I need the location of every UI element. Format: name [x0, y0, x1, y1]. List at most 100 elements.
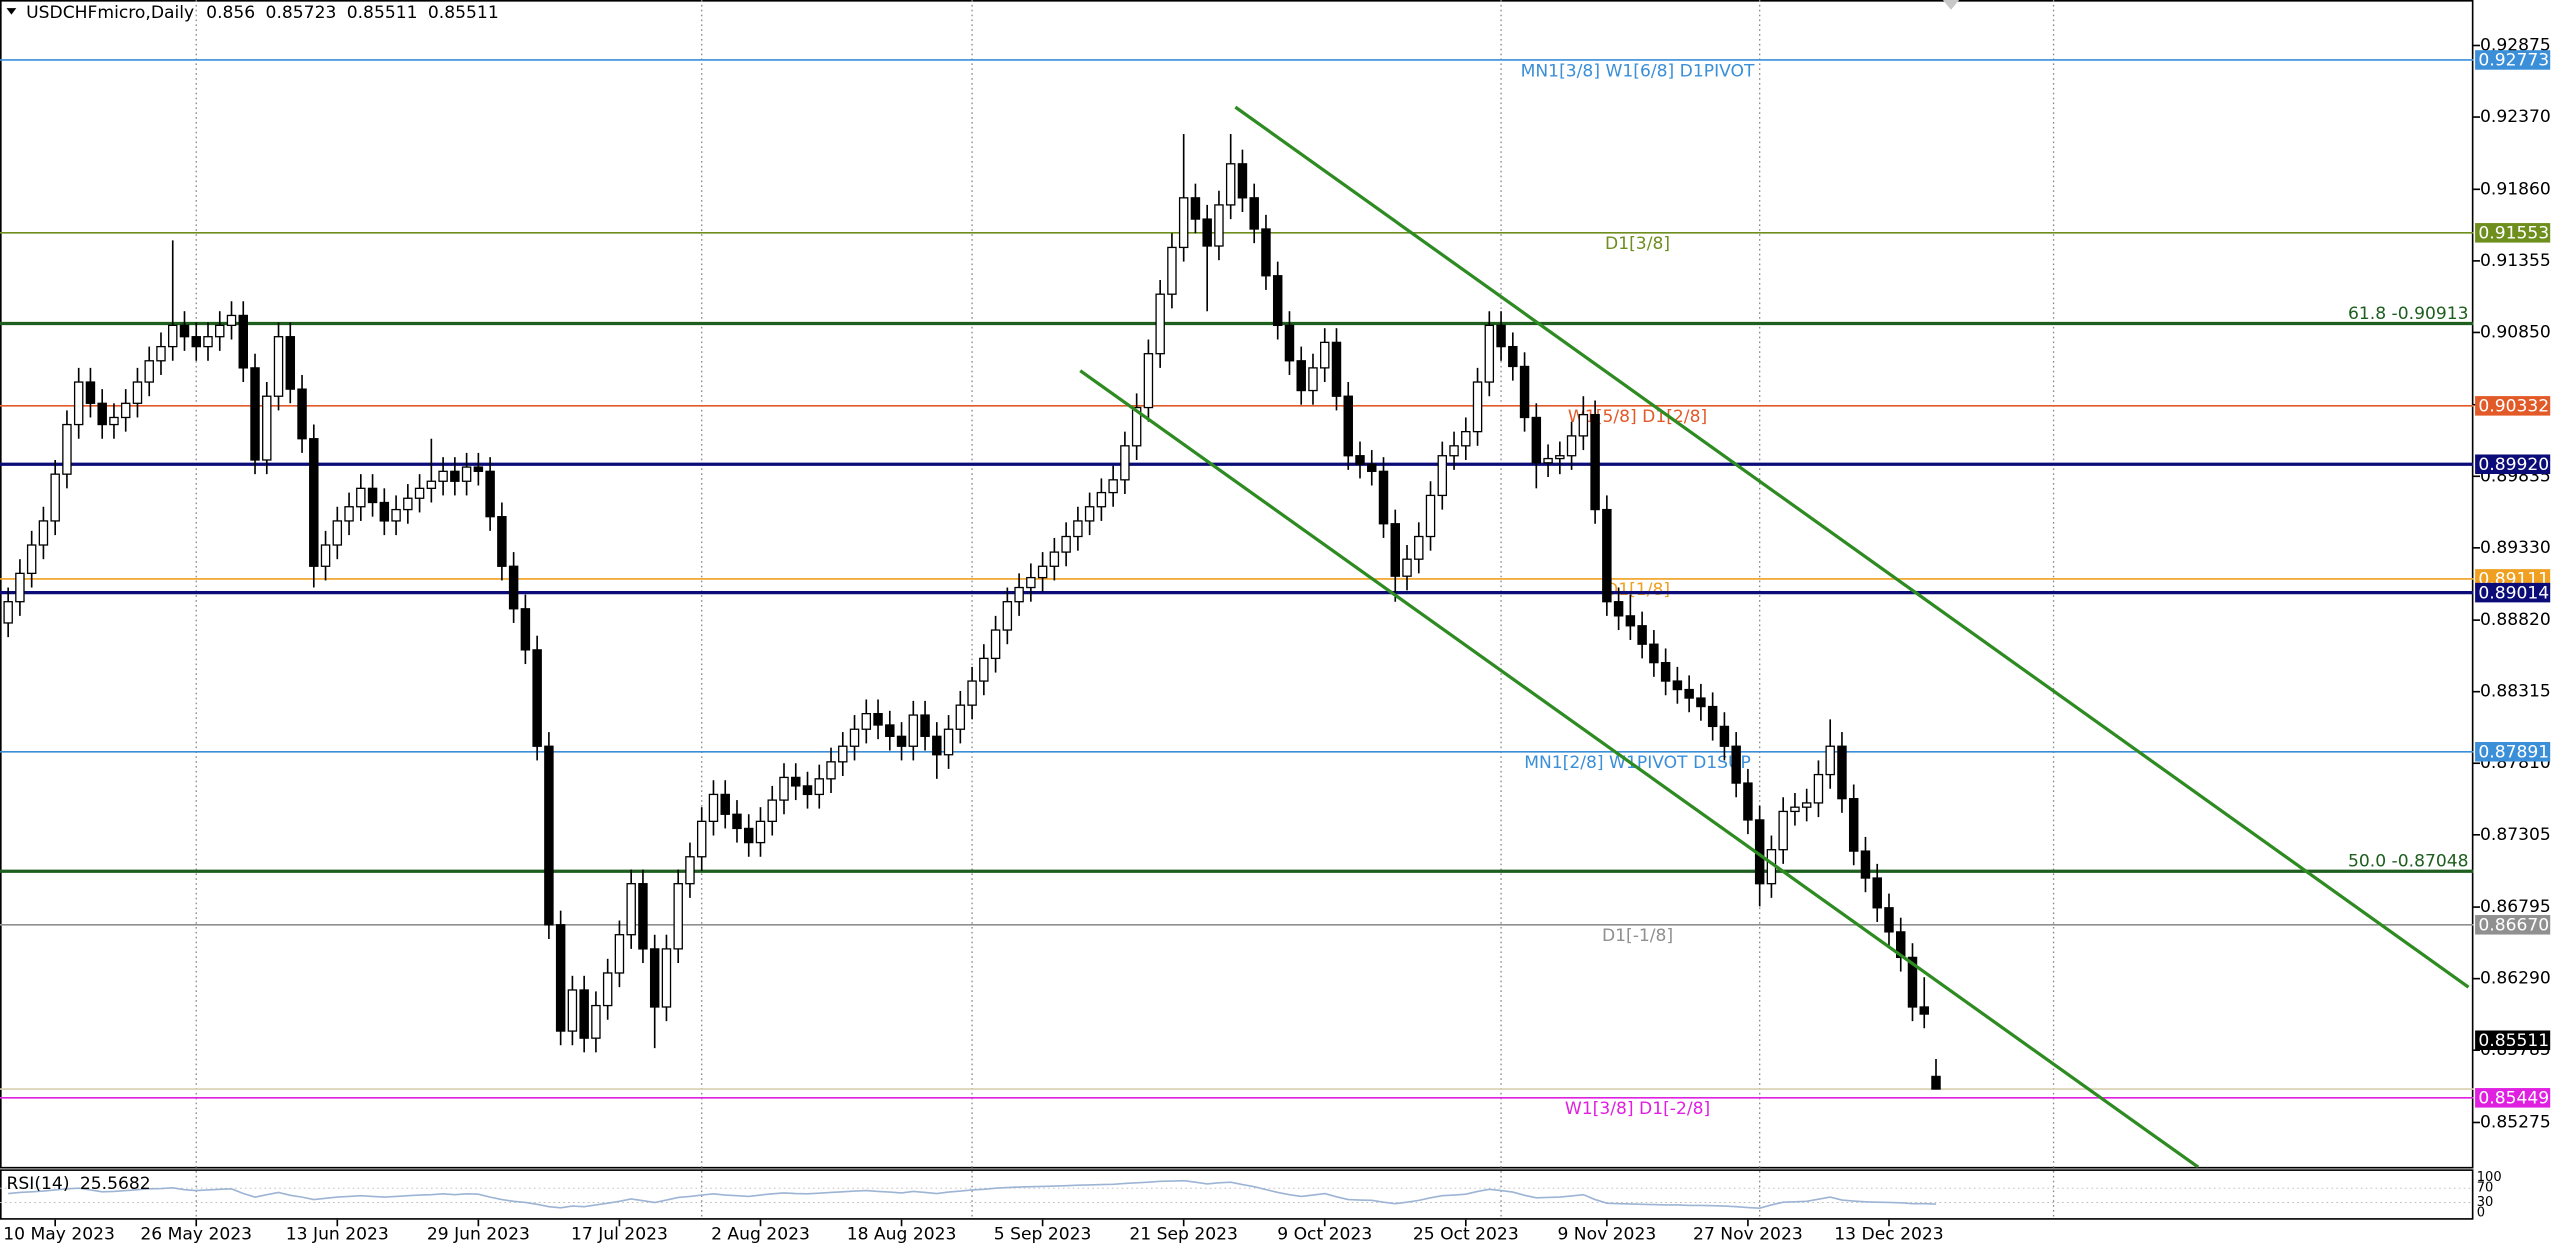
- candle-body: [1414, 535, 1424, 560]
- y-tick-label: 0.89330: [2480, 538, 2551, 558]
- candle-body: [120, 402, 131, 419]
- candle-body: [1813, 773, 1824, 804]
- candle-body: [661, 948, 672, 1008]
- candle-body: [1096, 491, 1107, 508]
- candle-body: [309, 438, 319, 567]
- candle-body: [1613, 601, 1624, 617]
- candle-body: [1531, 416, 1542, 464]
- candle-body: [1508, 345, 1518, 368]
- price-tag: [2475, 742, 2551, 762]
- candle-body: [896, 735, 907, 747]
- candle-body: [1108, 479, 1118, 494]
- bid-tag: [2475, 1030, 2551, 1051]
- scroll-marker: [1942, 0, 1960, 10]
- candle-body: [696, 820, 707, 858]
- y-tick-label: 0.91355: [2480, 251, 2551, 271]
- candle-body: [273, 336, 284, 397]
- candle-body: [1472, 381, 1483, 433]
- candle-body: [1225, 163, 1236, 206]
- x-tick-label: 9 Nov 2023: [1557, 1224, 1656, 1244]
- candle-body: [1719, 725, 1730, 747]
- candle-body: [1402, 558, 1412, 577]
- candle-body: [1672, 680, 1683, 691]
- rsi-tick-label: 70: [2477, 1181, 2494, 1196]
- candle-body: [26, 544, 37, 575]
- candle-body: [638, 883, 648, 950]
- candle-body: [1155, 293, 1165, 355]
- x-tick-label: 9 Oct 2023: [1277, 1224, 1372, 1244]
- candle-body: [1519, 365, 1530, 419]
- candle-body: [215, 324, 225, 338]
- candle-body: [626, 883, 636, 936]
- y-tick-label: 0.85275: [2480, 1112, 2551, 1132]
- candle-body: [1884, 907, 1894, 933]
- candle-body: [755, 820, 766, 844]
- candle-body: [920, 714, 930, 737]
- price-tag: [2475, 1088, 2551, 1108]
- level-label: D1[1/8]: [1605, 580, 1670, 600]
- low: 0.85511: [347, 3, 418, 23]
- candle-body: [1026, 576, 1036, 589]
- candle-body: [1178, 197, 1189, 249]
- candle-body: [1907, 956, 1918, 1008]
- candle-body: [1566, 435, 1577, 457]
- level-label: D1[3/8]: [1605, 234, 1670, 254]
- price-tag-label: 0.92773: [2478, 51, 2549, 71]
- price-tag-label: 0.86670: [2478, 916, 2549, 936]
- candle-body: [1825, 745, 1835, 776]
- candle-body: [1120, 445, 1130, 481]
- candle-body: [226, 314, 237, 327]
- bid-tag-label: 0.85511: [2478, 1031, 2549, 1051]
- candle-body: [861, 712, 872, 730]
- candle-body: [1049, 551, 1060, 567]
- candle-body: [356, 487, 366, 508]
- candle-body: [1037, 565, 1048, 579]
- rsi-line: [8, 1179, 1937, 1209]
- candle-body: [943, 728, 954, 756]
- level-label: MN1[2/8] W1PIVOT D1SUP: [1524, 753, 1751, 773]
- candle-body: [1214, 204, 1224, 247]
- candle-body: [955, 704, 966, 730]
- candle-body: [168, 324, 178, 348]
- candle-body: [1367, 463, 1377, 472]
- candle-body: [1696, 697, 1706, 708]
- candle-body: [250, 367, 260, 461]
- candle-body: [1625, 615, 1636, 627]
- candle-body: [320, 544, 331, 567]
- y-tick-label: 0.92370: [2480, 107, 2551, 127]
- candle-body: [555, 924, 566, 1032]
- candle-body: [1543, 457, 1553, 464]
- candle-body: [520, 608, 531, 651]
- candle-body: [1331, 341, 1342, 397]
- candle-body: [1801, 802, 1812, 808]
- candle-body: [732, 813, 742, 830]
- price-axis: 0.928750.923700.918600.913550.908500.903…: [2473, 36, 2551, 1132]
- menu-arrow[interactable]: [6, 8, 17, 15]
- candle-body: [1660, 661, 1671, 682]
- candle-body: [285, 336, 296, 390]
- chart-header: USDCHFmicro,Daily 0.856 0.85723 0.85511 …: [26, 3, 499, 23]
- candle-body: [1484, 324, 1495, 383]
- candle-body: [179, 324, 190, 338]
- x-tick-label: 21 Sep 2023: [1129, 1224, 1238, 1244]
- candle-body: [1320, 341, 1330, 369]
- candle-body: [1143, 353, 1154, 409]
- candle-body: [802, 785, 813, 796]
- candle-body: [591, 1004, 601, 1039]
- candle-body: [873, 712, 883, 726]
- candle-body: [1296, 360, 1306, 392]
- candle-body: [1284, 324, 1295, 362]
- candle-body: [1014, 586, 1024, 603]
- candle-body: [932, 735, 942, 756]
- price-tag: [2475, 915, 2551, 935]
- candle-body: [720, 793, 730, 815]
- candle-body: [567, 989, 578, 1032]
- candle-body: [532, 649, 542, 747]
- y-tick-label: 0.88820: [2480, 610, 2551, 630]
- candle-body: [1425, 494, 1436, 538]
- level-label: D1[-1/8]: [1602, 926, 1673, 946]
- candle-body: [602, 972, 613, 1007]
- x-tick-label: 25 Oct 2023: [1413, 1224, 1519, 1244]
